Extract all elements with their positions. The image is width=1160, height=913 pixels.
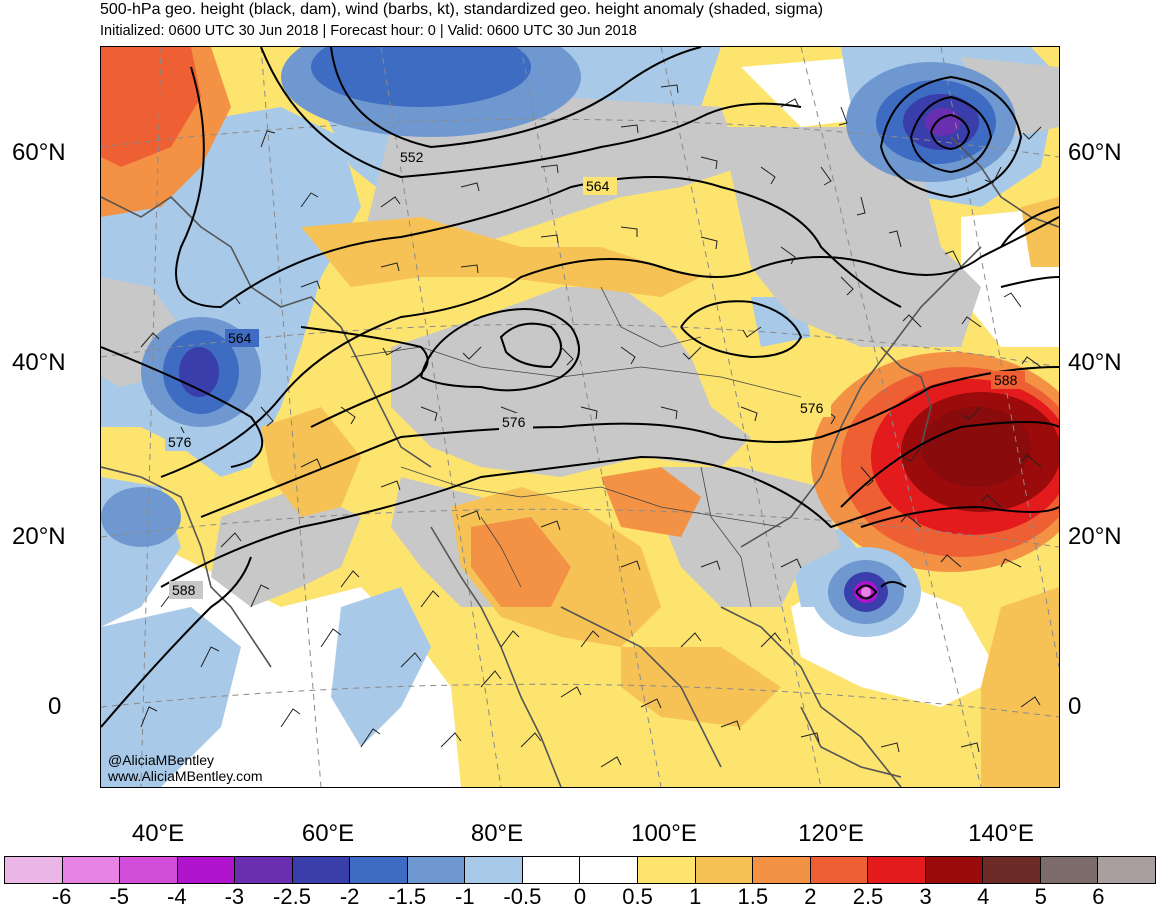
positive-anomaly-orange: [101, 47, 1059, 787]
colorbar-labels: -6 -5 -4 -3 -2.5 -2 -1.5 -1 -0.5 0 0.5 1 1.5 2 2.5 3 4 5 6: [0, 884, 1160, 912]
lat-label-left: 40°N: [12, 349, 66, 376]
wind-barbs: [140, 84, 1042, 768]
colorbar-tick-label: -2: [339, 884, 360, 909]
colorbar-swatch: [638, 857, 696, 883]
anomaly-colorbar: [4, 856, 1156, 884]
colorbar-swatch: [177, 857, 236, 883]
lon-label: 80°E: [470, 820, 524, 847]
contour-label-576: 576: [168, 434, 192, 450]
colorbar-tick-label: 3: [919, 884, 932, 909]
lon-label: 120°E: [798, 820, 864, 847]
colorbar-swatch: [810, 857, 869, 883]
colorbar-swatch: [5, 857, 63, 883]
lat-label-right: 0: [1068, 693, 1082, 720]
map-panel: 552 564 564 576 576 576 588 588: [100, 46, 1060, 788]
colorbar-tick-label: 0.5: [622, 884, 653, 909]
colorbar-swatch: [62, 857, 121, 883]
colorbar-swatch: [925, 857, 984, 883]
colorbar-swatch: [1098, 857, 1155, 883]
contour-label-bg: [499, 413, 533, 431]
contour-label-576: 576: [800, 400, 824, 416]
contour-label-bg: [169, 581, 203, 599]
contour-labels: 552 564 564 576 576 576 588 588: [165, 148, 1025, 599]
colorbar-tick-label: 5: [1034, 884, 1047, 909]
colorbar-tick-label: 2: [804, 884, 817, 909]
lat-label-right: 20°N: [1068, 523, 1122, 550]
colorbar-tick-label: 2.5: [852, 884, 884, 909]
colorbar-swatch: [868, 857, 926, 883]
contour-label-bg: [583, 177, 617, 195]
colorbar-swatch: [292, 857, 351, 883]
colorbar-tick-label: 0: [573, 884, 587, 909]
credit-handle: @AliciaMBentley: [108, 752, 215, 768]
contour-label-588: 588: [994, 372, 1018, 388]
contour-label-bg: [991, 371, 1025, 389]
colorbar-tick-label: 6: [1092, 884, 1105, 909]
colorbar-tick-label: -5: [109, 884, 129, 909]
colorbar-tick-label: -3: [224, 884, 245, 909]
lon-label: 140°E: [968, 820, 1034, 847]
contour-label-bg: [225, 329, 259, 347]
lat-label-right: 60°N: [1068, 139, 1122, 166]
colorbar-swatch: [235, 857, 293, 883]
lon-label: 60°E: [301, 820, 355, 847]
contour-label-564: 564: [586, 178, 610, 194]
colorbar-swatch: [465, 857, 523, 883]
credit-website: www.AliciaMBentley.com: [108, 768, 263, 784]
colorbar-tick-label: -1: [455, 884, 475, 909]
colorbar-tick-label: -1.5: [388, 884, 427, 909]
contour-label-bg: [397, 148, 431, 166]
colorbar-swatch: [753, 857, 811, 883]
lat-label-left: 60°N: [12, 139, 66, 166]
colorbar-swatch: [695, 857, 754, 883]
contour-label-bg: [165, 433, 199, 451]
lat-label-left: 20°N: [12, 523, 66, 550]
colorbar-tick-label: -2.5: [273, 884, 311, 909]
contour-label-588: 588: [172, 582, 196, 598]
lat-label-left: 0: [48, 693, 62, 720]
map-subtitle: Initialized: 0600 UTC 30 Jun 2018 | Fore…: [100, 23, 637, 39]
colorbar-swatch: [350, 857, 408, 883]
colorbar-tick-label: -4: [167, 884, 187, 909]
colorbar-tick-label: -0.5: [503, 884, 542, 909]
colorbar-swatch: [407, 857, 466, 883]
map-canvas: 552 564 564 576 576 576 588 588: [101, 47, 1059, 787]
contour-label-bg: [797, 399, 831, 417]
colorbar-swatch: [120, 857, 178, 883]
colorbar-swatch: [1040, 857, 1099, 883]
lon-label: 40°E: [131, 820, 185, 847]
colorbar-swatch: [522, 857, 581, 883]
contour-label-564: 564: [228, 330, 252, 346]
colorbar-tick-label: 1: [689, 884, 702, 909]
contour-label-576: 576: [502, 414, 526, 430]
lat-label-right: 40°N: [1068, 349, 1122, 376]
colorbar-tick-label: 4: [977, 884, 990, 909]
colorbar-swatch: [580, 857, 639, 883]
lon-label: 100°E: [631, 820, 697, 847]
map-title: 500-hPa geo. height (black, dam), wind (…: [100, 1, 824, 18]
colorbar-tick-label: -6: [51, 884, 72, 909]
height-contours: [101, 47, 1059, 728]
colorbar-tick-label: 1.5: [737, 884, 769, 909]
colorbar-swatch: [983, 857, 1041, 883]
lat-lon-graticule: [101, 47, 1059, 787]
author-credit: @AliciaMBentley www.AliciaMBentley.com: [108, 752, 263, 784]
contour-label-552: 552: [400, 149, 424, 165]
coastlines: [101, 136, 1059, 787]
